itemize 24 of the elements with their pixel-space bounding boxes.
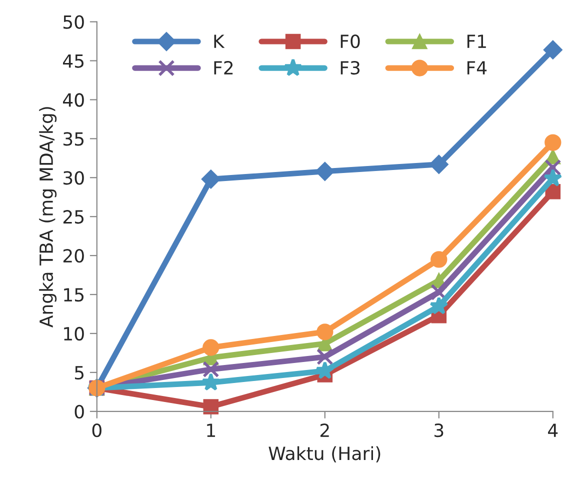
x-tick-label: 2 bbox=[320, 424, 329, 437]
legend-label: K bbox=[214, 34, 225, 48]
y-tick-label: 30 bbox=[63, 171, 84, 185]
y-tick-label: 25 bbox=[63, 210, 84, 224]
y-tick-label: 0 bbox=[74, 404, 84, 419]
legend-label: F2 bbox=[214, 60, 233, 74]
y-axis-title: Angka TBA (mg MDA/kg) bbox=[39, 107, 57, 328]
y-tick-label: 5 bbox=[75, 366, 84, 380]
x-tick-label: 3 bbox=[434, 424, 444, 438]
x-axis-title: Waktu (Hari) bbox=[268, 446, 380, 462]
y-tick-label: 20 bbox=[63, 249, 84, 263]
y-tick-label: 10 bbox=[64, 326, 84, 341]
y-tick-label: 40 bbox=[63, 93, 84, 107]
x-tick-label: 0 bbox=[92, 424, 102, 438]
y-tick-label: 50 bbox=[64, 15, 84, 29]
legend-label: F4 bbox=[467, 61, 487, 74]
x-tick-label: 4 bbox=[548, 424, 558, 437]
y-tick-label: 15 bbox=[64, 288, 84, 302]
legend-label: F1 bbox=[467, 34, 486, 48]
legend-label: F0 bbox=[340, 34, 360, 48]
legend-label: F3 bbox=[340, 60, 360, 75]
x-tick-label: 1 bbox=[207, 424, 215, 437]
y-tick-label: 45 bbox=[63, 54, 84, 68]
y-tick-label: 35 bbox=[63, 132, 84, 146]
